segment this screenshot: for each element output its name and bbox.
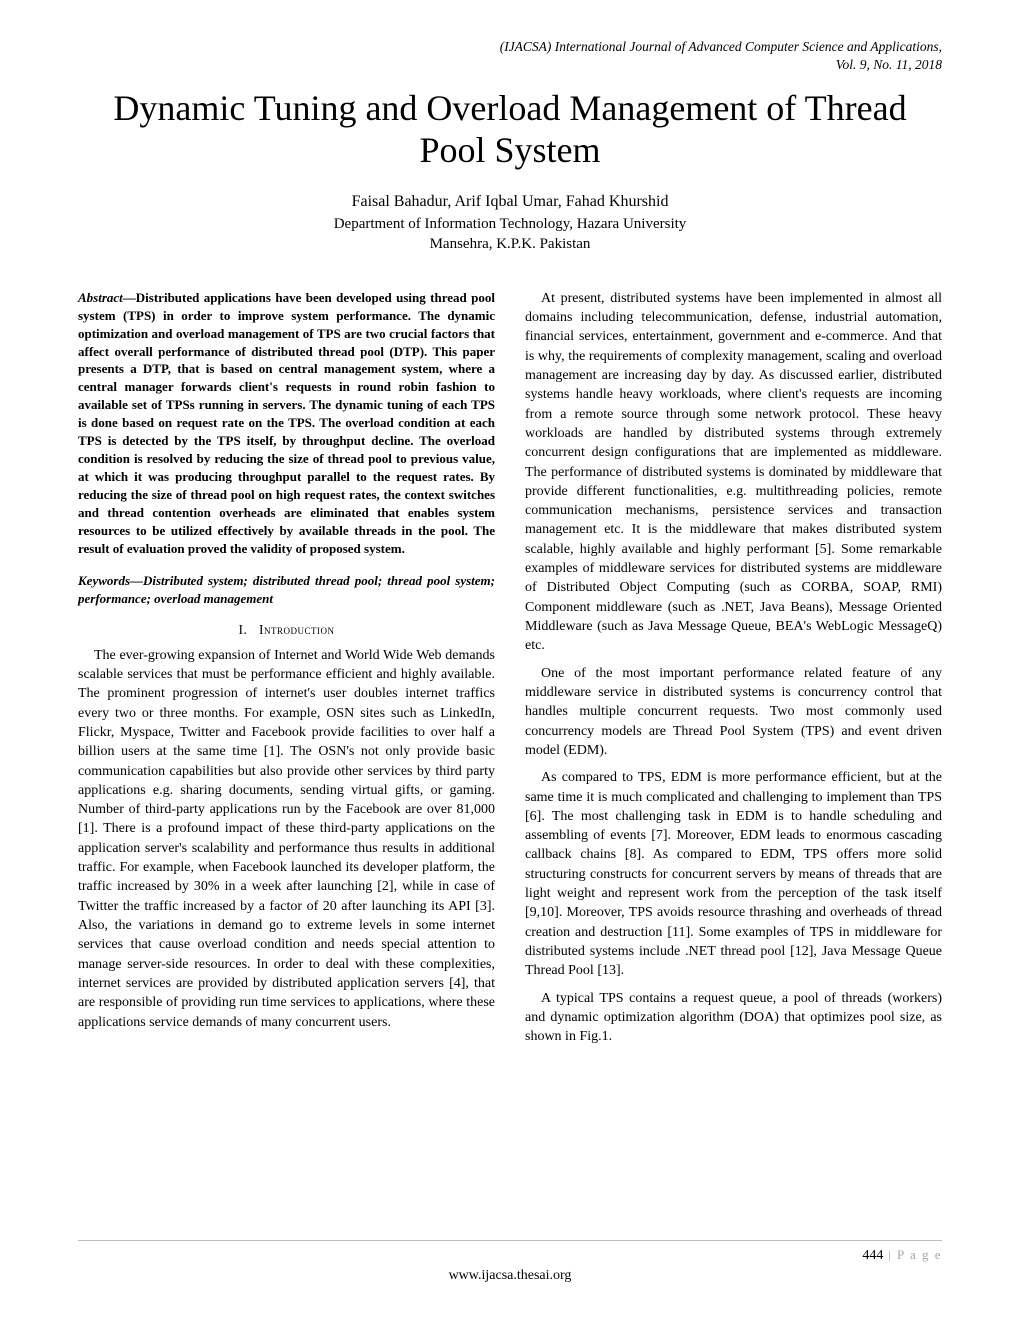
paper-title: Dynamic Tuning and Overload Management o… <box>78 88 942 171</box>
journal-header: (IJACSA) International Journal of Advanc… <box>78 38 942 74</box>
body-paragraph: As compared to TPS, EDM is more performa… <box>525 768 942 980</box>
body-paragraph: A typical TPS contains a request queue, … <box>525 989 942 1047</box>
left-column: Abstract—Distributed applications have b… <box>78 289 495 1055</box>
body-paragraph: One of the most important performance re… <box>525 664 942 761</box>
abstract-text: —Distributed applications have been deve… <box>78 290 495 556</box>
page-footer: 444 | P a g e www.ijacsa.thesai.org <box>78 1240 942 1284</box>
two-column-body: Abstract—Distributed applications have b… <box>78 289 942 1055</box>
section-number: I. <box>239 622 248 637</box>
right-column: At present, distributed systems have bee… <box>525 289 942 1055</box>
page-num-value: 444 <box>862 1248 883 1263</box>
journal-issue: Vol. 9, No. 11, 2018 <box>78 56 942 74</box>
section-name: Introduction <box>259 622 335 637</box>
footer-url: www.ijacsa.thesai.org <box>78 1268 942 1284</box>
body-paragraph: The ever-growing expansion of Internet a… <box>78 646 495 1032</box>
page-label: | P a g e <box>883 1247 942 1262</box>
footer-row: 444 | P a g e <box>78 1247 942 1264</box>
abstract-block: Abstract—Distributed applications have b… <box>78 289 495 558</box>
affiliation-dept: Department of Information Technology, Ha… <box>78 214 942 234</box>
page-number: 444 | P a g e <box>862 1247 942 1264</box>
keywords: Keywords—Distributed system; distributed… <box>78 572 495 608</box>
affiliation-location: Mansehra, K.P.K. Pakistan <box>78 234 942 254</box>
footer-divider <box>78 1240 942 1241</box>
section-introduction-header: I. Introduction <box>78 622 495 638</box>
body-paragraph: At present, distributed systems have bee… <box>525 289 942 656</box>
affiliation: Department of Information Technology, Ha… <box>78 214 942 255</box>
authors: Faisal Bahadur, Arif Iqbal Umar, Fahad K… <box>78 193 942 211</box>
journal-name: (IJACSA) International Journal of Advanc… <box>78 38 942 56</box>
abstract-label: Abstract <box>78 290 123 305</box>
